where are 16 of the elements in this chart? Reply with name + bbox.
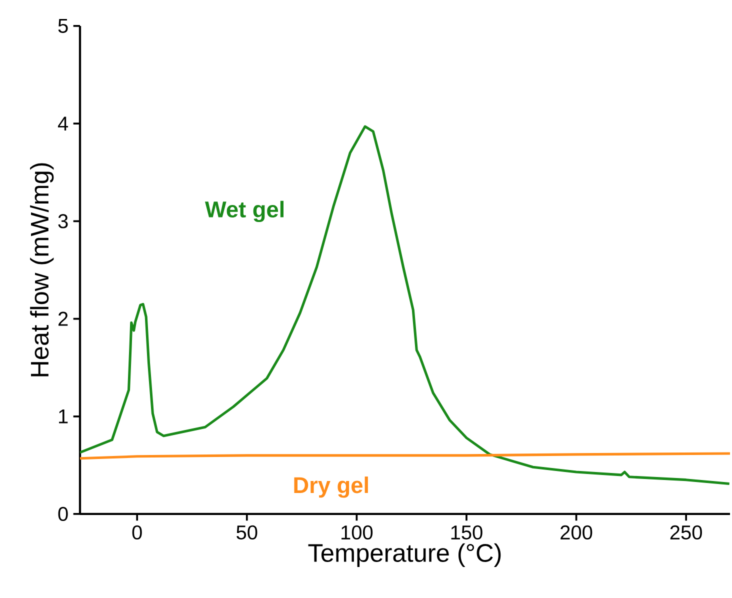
y-tick-label: 0 [58, 506, 68, 522]
x-axis-title: Temperature (°C) [308, 543, 501, 567]
series-label: Wet gel [204, 200, 284, 222]
x-tick-label: 150 [451, 525, 482, 540]
x-tick-label: 200 [560, 525, 592, 540]
x-tick-label: 0 [132, 525, 142, 540]
y-tick-label: 4 [58, 116, 68, 130]
x-tick-label: 50 [236, 525, 258, 540]
x-tick-label: 100 [342, 525, 373, 540]
x-tick-label: 250 [670, 525, 702, 540]
y-tick-label: 1 [59, 410, 68, 424]
y-tick-label: 3 [58, 214, 68, 228]
y-tick-label: 5 [58, 19, 68, 33]
y-axis-title: Heat flow (mW/mg) [30, 163, 54, 376]
series-label: Dry gel [294, 476, 368, 498]
y-tick-label: 2 [58, 312, 68, 326]
